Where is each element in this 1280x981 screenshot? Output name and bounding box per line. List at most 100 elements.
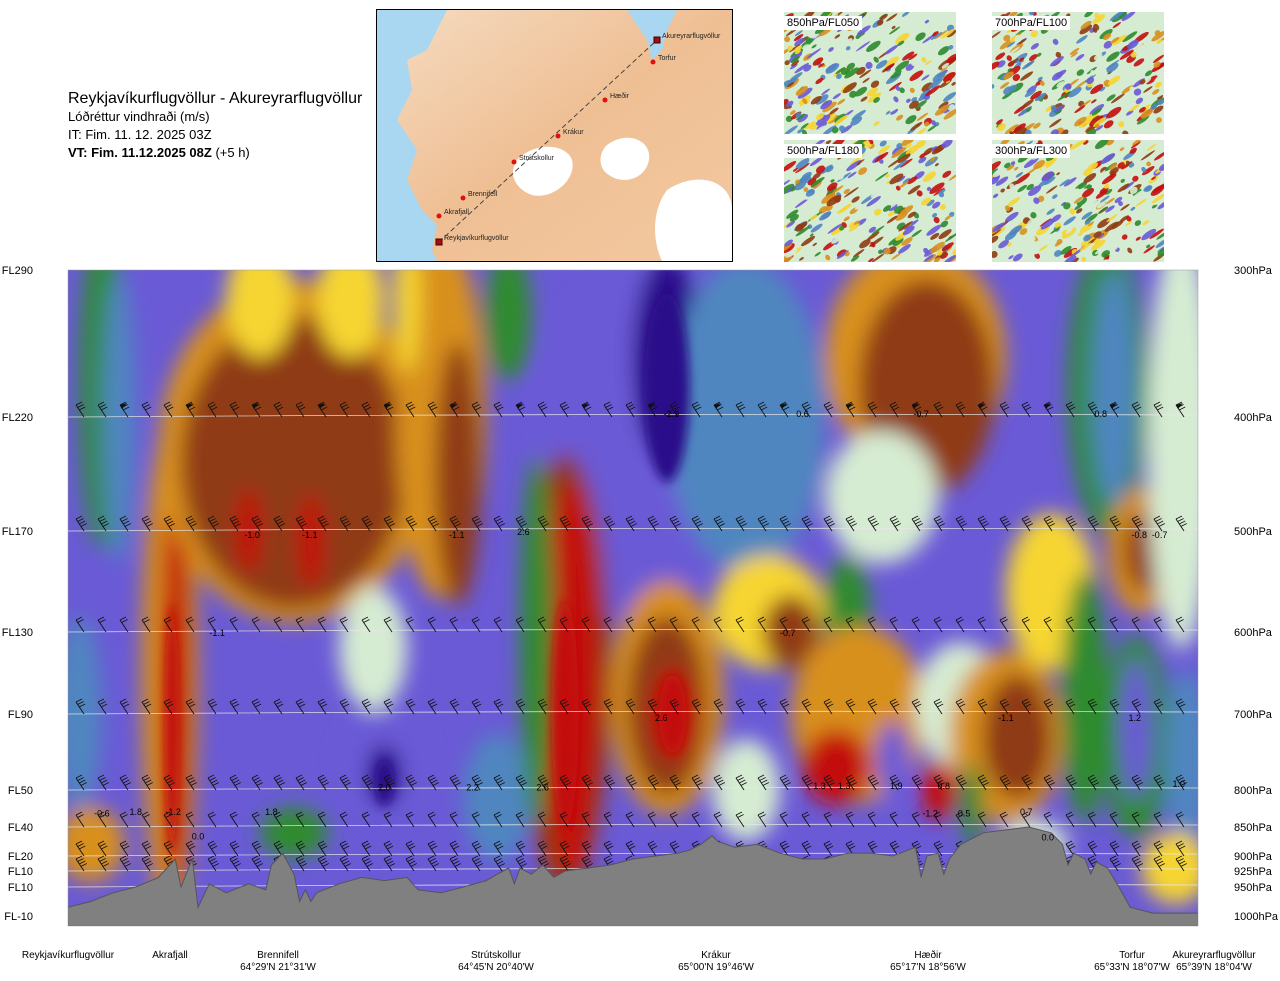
thumbnail-streak bbox=[1003, 34, 1011, 42]
thumbnail-streak bbox=[922, 171, 937, 182]
thumbnail-300[interactable]: 300hPa/FL300 bbox=[985, 135, 1171, 266]
thumbnail-streak bbox=[1091, 108, 1102, 116]
wind-barb bbox=[999, 774, 1011, 791]
thumbnail-streak bbox=[860, 211, 868, 218]
thumbnail-streak bbox=[815, 94, 829, 105]
wind-barb bbox=[1109, 840, 1120, 857]
thumbnail-streak bbox=[876, 19, 884, 26]
thumbnail-streak bbox=[999, 82, 1010, 89]
right-axis: 300hPa 400hPa 500hPa 600hPa 700hPa 800hPa 850h… bbox=[1234, 265, 1279, 923]
thumbnail-500[interactable]: 500hPa/FL180 bbox=[779, 135, 959, 265]
wind-barb bbox=[831, 270, 832, 271]
thumbnail-streak bbox=[932, 71, 946, 83]
wind-barb bbox=[1153, 515, 1165, 532]
value-label: 2.6 bbox=[536, 783, 549, 793]
thumbnail-streak bbox=[1049, 118, 1062, 128]
wind-barb bbox=[1175, 840, 1186, 857]
thumbnail-streak bbox=[844, 67, 859, 79]
thumbnail-streak bbox=[1106, 106, 1122, 119]
thumbnail-streak bbox=[931, 146, 938, 151]
field-region-48 bbox=[1090, 270, 1136, 507]
wind-barb bbox=[383, 401, 394, 418]
thumbnail-streak bbox=[1063, 177, 1077, 187]
thumbnail-streak bbox=[1129, 186, 1138, 194]
field-region-31 bbox=[762, 595, 820, 669]
thumbnail-streak bbox=[802, 97, 808, 105]
thumbnail-streak bbox=[1097, 233, 1105, 239]
wind-barb bbox=[911, 698, 922, 715]
thumbnail-streak bbox=[803, 187, 809, 192]
thumbnail-streak bbox=[896, 143, 902, 149]
wind-barb bbox=[295, 855, 307, 872]
wind-barb bbox=[823, 616, 833, 633]
wind-barb bbox=[457, 270, 458, 271]
thumbnail-streak bbox=[1046, 30, 1056, 38]
map-point-label: Hæðir bbox=[610, 92, 630, 100]
thumbnail-streak bbox=[1092, 14, 1106, 24]
wind-barb bbox=[163, 515, 175, 532]
thumbnail-streak bbox=[785, 248, 798, 258]
thumbnail-streak bbox=[1130, 206, 1136, 211]
thumbnail-streak bbox=[1014, 35, 1022, 43]
thumbnail-streak bbox=[895, 32, 910, 44]
thumbnail-streak bbox=[789, 110, 796, 115]
thumbnail-streak bbox=[849, 90, 857, 98]
wind-barb bbox=[677, 270, 678, 271]
thumbnail-streak bbox=[1099, 195, 1110, 203]
wind-barb bbox=[339, 855, 351, 872]
thumbnail-streak bbox=[786, 100, 794, 108]
thumbnail-streak bbox=[933, 257, 941, 263]
thumbnail-streak bbox=[945, 232, 959, 242]
thumbnail-streak bbox=[989, 176, 999, 185]
wind-barb bbox=[581, 811, 591, 828]
thumbnail-streak bbox=[896, 114, 904, 121]
wind-barb bbox=[955, 698, 966, 715]
thumbnail-streak bbox=[905, 115, 917, 125]
wind-barb bbox=[523, 270, 524, 271]
thumbnail-streak bbox=[928, 50, 941, 60]
wind-barb bbox=[1087, 774, 1099, 791]
thumbnail-streak bbox=[820, 100, 833, 110]
thumbnail-700[interactable]: 700hPa/FL100 bbox=[987, 9, 1170, 138]
thumbnail-streak bbox=[1120, 178, 1125, 183]
thumbnail-streak bbox=[1061, 227, 1077, 239]
thumbnail-streak bbox=[811, 92, 820, 99]
thumbnail-streak bbox=[907, 185, 921, 195]
thumbnail-streak bbox=[934, 29, 948, 40]
thumbnail-streak bbox=[1154, 30, 1161, 36]
wind-barb bbox=[1109, 774, 1121, 791]
thumbnail-streak bbox=[867, 92, 882, 103]
wind-barb bbox=[251, 774, 263, 791]
thumbnail-streak bbox=[1132, 189, 1146, 200]
thumbnail-streak bbox=[832, 185, 844, 194]
thumbnail-streak bbox=[1152, 88, 1160, 95]
thumbnail-streak bbox=[1100, 153, 1116, 165]
waypoint-name: Brennifell bbox=[257, 950, 299, 961]
field-cores bbox=[165, 292, 1035, 856]
thumbnail-streak bbox=[936, 250, 943, 256]
wind-barb bbox=[823, 811, 833, 828]
thumbnail-streak bbox=[1120, 203, 1130, 211]
wind-barb bbox=[97, 401, 108, 418]
thumbnail-streak bbox=[820, 9, 832, 18]
thumbnail-streak bbox=[827, 115, 840, 124]
wind-barb bbox=[867, 515, 879, 532]
field-core-1 bbox=[551, 600, 579, 828]
thumbnail-streak bbox=[927, 124, 937, 132]
wind-barb bbox=[1183, 270, 1184, 271]
wind-barb bbox=[251, 811, 261, 828]
thumbnail-850-label: 850hPa/FL050 bbox=[784, 16, 863, 30]
thumbnail-streak bbox=[1023, 157, 1039, 169]
thumbnail-streak bbox=[1142, 220, 1150, 226]
thumbnail-streak bbox=[1093, 231, 1102, 238]
wind-barb bbox=[581, 616, 591, 633]
wind-barb bbox=[1029, 270, 1030, 271]
wind-barb bbox=[449, 515, 461, 532]
thumbnail-streak bbox=[918, 156, 927, 164]
wind-barb bbox=[647, 616, 657, 633]
wind-barb bbox=[427, 515, 439, 532]
wind-barb bbox=[603, 840, 614, 857]
thumbnail-850[interactable]: 850hPa/FL050 bbox=[779, 9, 959, 136]
thumbnail-streak bbox=[924, 121, 930, 127]
thumbnail-streak bbox=[930, 232, 940, 240]
